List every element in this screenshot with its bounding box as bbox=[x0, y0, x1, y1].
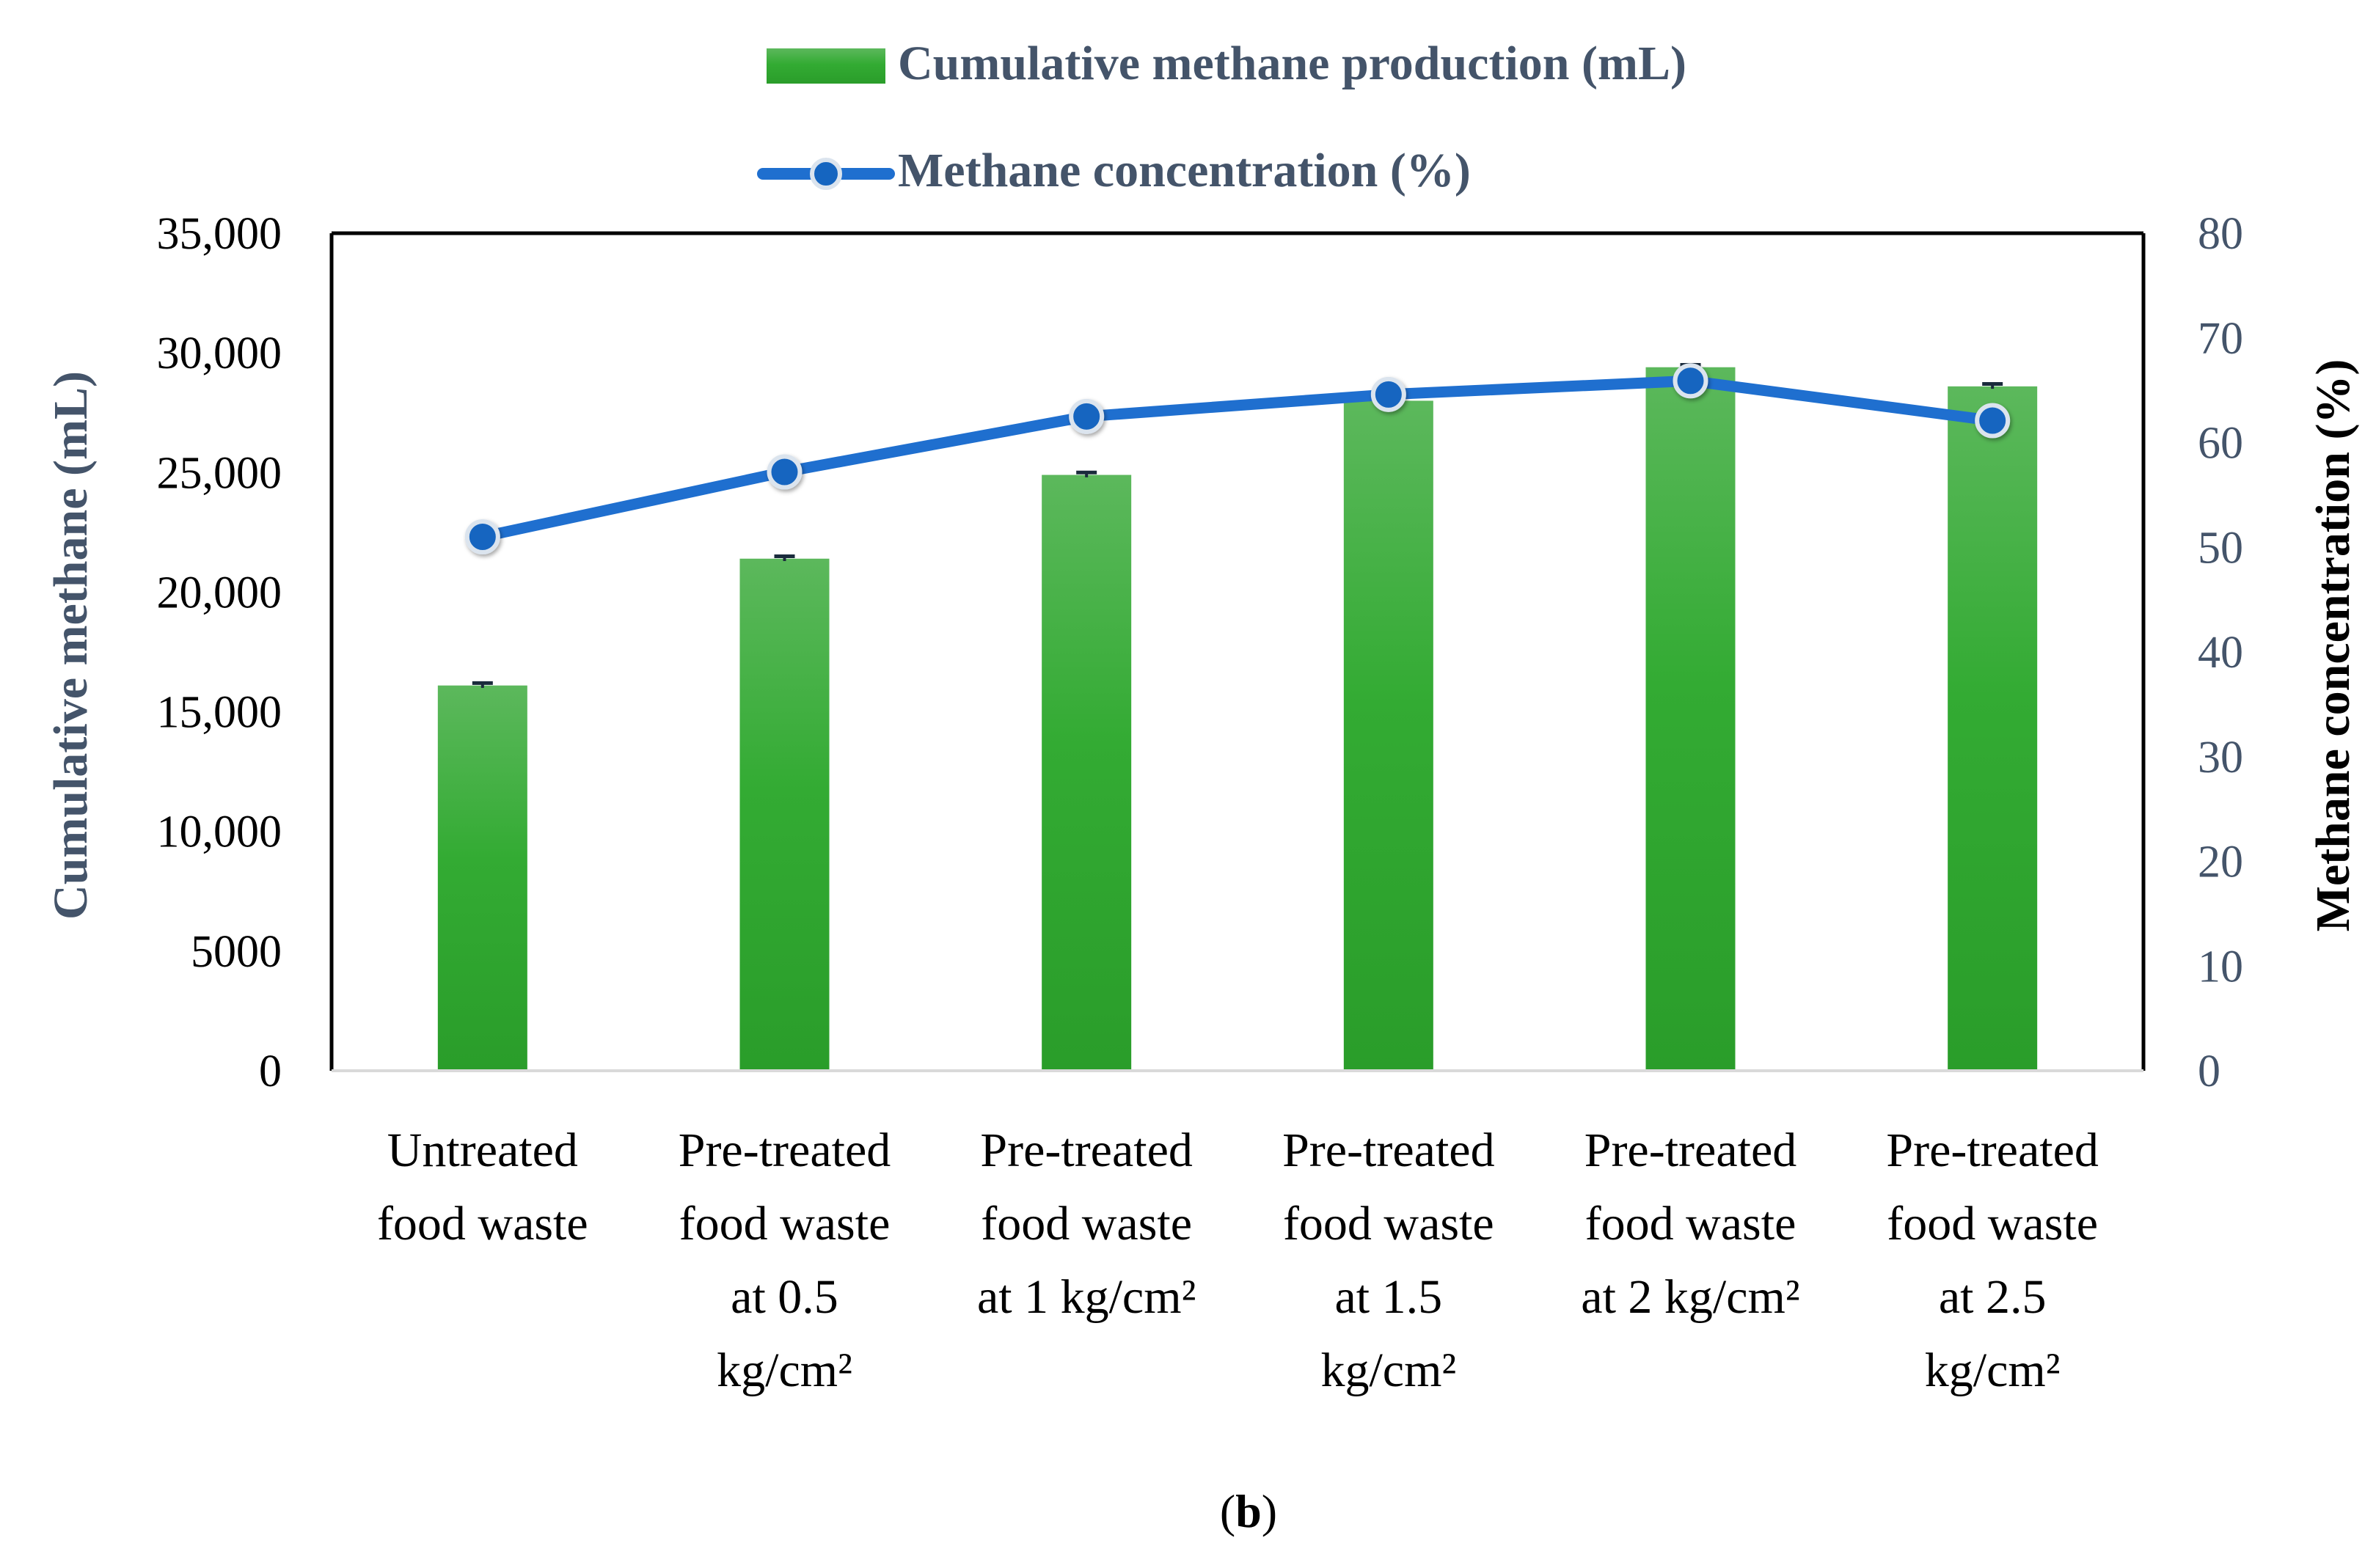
category-label-line: kg/cm² bbox=[717, 1344, 852, 1397]
panel-caption: (b) bbox=[1220, 1485, 1277, 1537]
y2-tick-label: 50 bbox=[2198, 523, 2243, 573]
legend-line-marker bbox=[810, 158, 842, 190]
y2-tick-label: 80 bbox=[2198, 209, 2243, 259]
error-bars bbox=[472, 362, 2003, 688]
y-tick-label: 20,000 bbox=[157, 568, 282, 618]
bar-series bbox=[437, 367, 2038, 1071]
y-tick-label: 15,000 bbox=[157, 688, 282, 738]
bar bbox=[1948, 386, 2038, 1071]
line-point bbox=[1975, 403, 2011, 439]
y-axis-title: Cumulative methane (mL) bbox=[44, 371, 98, 920]
category-label-line: food waste bbox=[1283, 1197, 1494, 1250]
category-label: Pre-treated food waste at 1.5 kg/cm² bbox=[1282, 1124, 1495, 1397]
right-axis-ticks: 0 10 20 30 40 50 60 70 80 bbox=[2198, 209, 2243, 1096]
category-label-line: Pre-treated bbox=[1886, 1124, 2099, 1177]
category-label-line: at 0.5 bbox=[731, 1270, 838, 1324]
y2-tick-label: 0 bbox=[2198, 1047, 2220, 1096]
category-label-line: Pre-treated bbox=[1282, 1124, 1495, 1177]
category-label-line: at 2.5 bbox=[1939, 1270, 2047, 1324]
line-point bbox=[1370, 376, 1406, 412]
category-label-line: food waste bbox=[377, 1197, 588, 1250]
category-label-line: at 2 kg/cm² bbox=[1581, 1270, 1799, 1324]
y2-tick-label: 10 bbox=[2198, 942, 2243, 992]
y-tick-label: 25,000 bbox=[157, 448, 282, 498]
left-axis-ticks: 0 5000 10,000 15,000 20,000 25,000 30,000 35,00… bbox=[157, 209, 282, 1096]
legend-bar-swatch bbox=[767, 48, 885, 84]
category-label-line: food waste bbox=[679, 1197, 891, 1250]
y-tick-label: 35,000 bbox=[157, 209, 282, 259]
y2-tick-label: 60 bbox=[2198, 419, 2243, 469]
legend: Cumulative methane production (mL) Metha… bbox=[757, 37, 1686, 197]
y-tick-label: 10,000 bbox=[157, 807, 282, 857]
category-label-line: at 1 kg/cm² bbox=[977, 1270, 1196, 1324]
y2-tick-label: 70 bbox=[2198, 314, 2243, 364]
category-label-line: food waste bbox=[981, 1197, 1192, 1250]
line-point bbox=[464, 519, 500, 554]
y2-axis-title: Methane concentration (%) bbox=[2306, 359, 2360, 932]
y-tick-label: 5000 bbox=[191, 927, 282, 977]
category-label-line: Pre-treated bbox=[1584, 1124, 1797, 1177]
line-point bbox=[1069, 398, 1105, 434]
y-tick-label: 0 bbox=[259, 1047, 282, 1096]
category-label: Pre-treated food waste at 0.5 kg/cm² bbox=[679, 1124, 891, 1397]
legend-bar-label: Cumulative methane production (mL) bbox=[898, 37, 1686, 90]
line-path bbox=[477, 375, 1998, 543]
category-label-line: food waste bbox=[1887, 1197, 2098, 1250]
bar bbox=[1042, 475, 1132, 1071]
category-label-line: kg/cm² bbox=[1320, 1344, 1456, 1397]
y-tick-label: 30,000 bbox=[157, 329, 282, 378]
legend-line-label: Methane concentration (%) bbox=[898, 144, 1471, 197]
line-point bbox=[1673, 363, 1708, 399]
category-label: Untreated food waste bbox=[377, 1124, 588, 1250]
category-label: Pre-treated food waste at 2.5 kg/cm² bbox=[1886, 1124, 2099, 1397]
category-labels: Untreated food waste Pre-treated food waste… bbox=[377, 1124, 2099, 1397]
panel-letter: b bbox=[1235, 1485, 1262, 1537]
bar bbox=[739, 558, 830, 1071]
category-label-line: kg/cm² bbox=[1925, 1344, 2061, 1397]
category-label: Pre-treated food waste at 1 kg/cm² bbox=[977, 1124, 1196, 1324]
category-label-line: Untreated bbox=[387, 1124, 578, 1177]
bar bbox=[1343, 400, 1433, 1071]
bar bbox=[437, 685, 527, 1071]
y2-tick-label: 20 bbox=[2198, 838, 2243, 887]
bar bbox=[1645, 367, 1736, 1071]
y2-tick-label: 30 bbox=[2198, 733, 2243, 783]
line-series bbox=[464, 363, 2011, 554]
category-label-line: at 1.5 bbox=[1335, 1270, 1443, 1324]
category-label-line: Pre-treated bbox=[980, 1124, 1193, 1177]
y2-tick-label: 40 bbox=[2198, 628, 2243, 678]
category-label-line: food waste bbox=[1585, 1197, 1796, 1250]
category-label: Pre-treated food waste at 2 kg/cm² bbox=[1581, 1124, 1799, 1324]
category-label-line: Pre-treated bbox=[679, 1124, 891, 1177]
line-point bbox=[767, 454, 803, 490]
plot-frame bbox=[329, 231, 2146, 1072]
